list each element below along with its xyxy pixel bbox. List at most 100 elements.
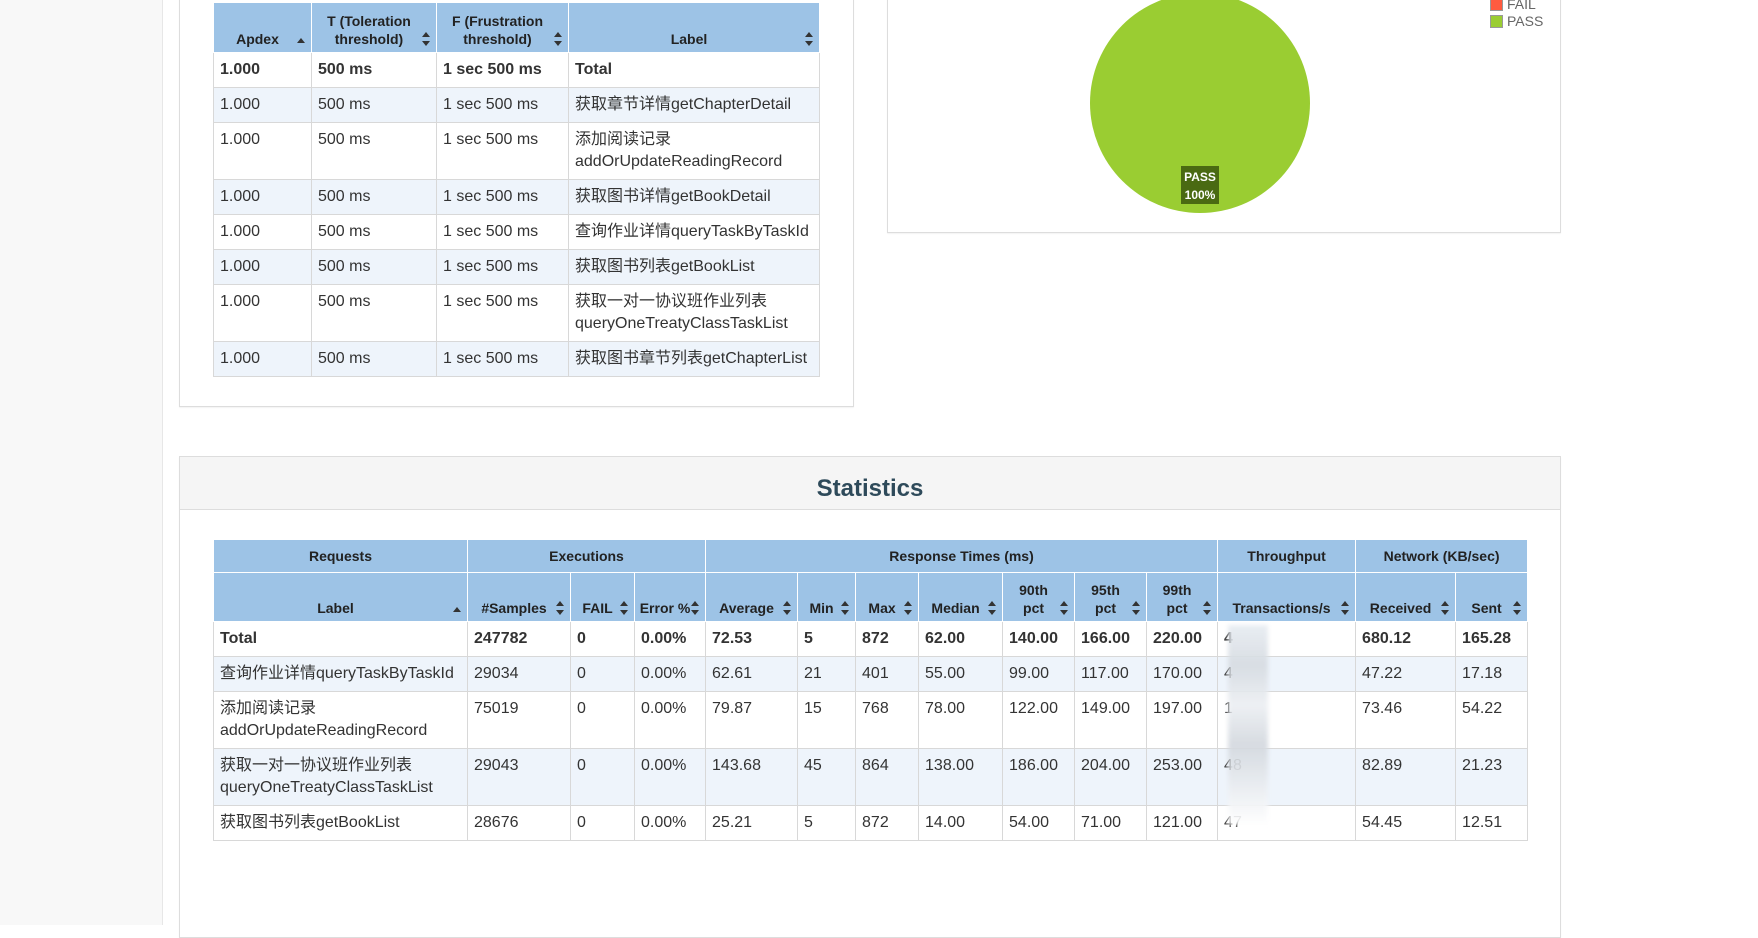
sort-both-icon[interactable] — [841, 601, 850, 615]
sort-asc-icon[interactable] — [297, 32, 305, 46]
stats-cell: 75019 — [467, 691, 571, 749]
stats-header-11[interactable]: Transactions/s — [1217, 572, 1357, 622]
apdex-cell: 1.000 — [213, 179, 312, 215]
stats-header-7[interactable]: Median — [918, 572, 1004, 622]
legend-swatch-fail — [1490, 0, 1503, 11]
sort-both-icon[interactable] — [988, 601, 997, 615]
stats-cell: 170.00 — [1146, 656, 1219, 692]
apdex-header-label: Apdex — [236, 31, 279, 47]
apdex-cell: 1 sec 500 ms — [436, 87, 569, 123]
stats-cell: 45 — [797, 748, 857, 806]
apdex-cell: 1.000 — [213, 249, 312, 285]
stats-header-label: Max — [868, 600, 896, 616]
apdex-cell: 1 sec 500 ms — [436, 341, 569, 377]
stats-cell: 680.12 — [1355, 621, 1457, 657]
sort-both-icon[interactable] — [904, 601, 913, 615]
sort-both-icon[interactable] — [620, 601, 628, 615]
pie-slice-label: PASS — [1184, 170, 1216, 184]
stats-cell: 0 — [570, 691, 635, 749]
apdex-cell: 1 sec 500 ms — [436, 249, 569, 285]
sort-both-icon[interactable] — [556, 601, 564, 615]
stats-total-row: Total 247782 0 0.00% 72.53 5 872 62.00 140.00 166… — [213, 621, 1529, 657]
stats-cell: 864 — [855, 748, 920, 806]
apdex-cell: 1.000 — [213, 122, 312, 180]
legend-item-fail[interactable]: FAIL — [1490, 0, 1543, 13]
apdex-cell: 获取图书章节列表getChapterList — [568, 341, 820, 377]
apdex-cell: 获取章节详情getChapterDetail — [568, 87, 820, 123]
stats-header-label: Average — [719, 600, 774, 616]
sort-asc-icon[interactable] — [453, 601, 461, 615]
statistics-title: Statistics — [816, 475, 924, 502]
pie-legend: FAIL PASS — [1490, 0, 1543, 30]
stats-cell: 55.00 — [918, 656, 1004, 692]
apdex-total-row: 1.000 500 ms 1 sec 500 ms Total — [213, 52, 820, 88]
sort-both-icon[interactable] — [1441, 601, 1450, 615]
stats-header-13[interactable]: Sent — [1455, 572, 1529, 622]
sort-both-icon[interactable] — [691, 601, 700, 615]
apdex-header-3[interactable]: Label — [568, 2, 820, 53]
stats-cell: 122.00 — [1002, 691, 1076, 749]
apdex-header-2[interactable]: F (Frustration threshold) — [436, 2, 569, 53]
sort-both-icon[interactable] — [554, 32, 562, 46]
pie-slice-percent: 100% — [1185, 188, 1216, 202]
apdex-cell: 获取一对一协议班作业列表 queryOneTreatyClassTaskList — [568, 284, 820, 342]
stats-header-0[interactable]: Label — [213, 572, 468, 622]
stats-cell: 401 — [855, 656, 920, 692]
sort-both-icon[interactable] — [805, 32, 813, 46]
stats-header-5[interactable]: Min — [797, 572, 857, 622]
stats-cell: 0.00% — [633, 748, 707, 806]
stats-cell: 99.00 — [1002, 656, 1076, 692]
apdex-row: 1.000 500 ms 1 sec 500 ms 获取一对一协议班作业列表 quer… — [213, 284, 820, 342]
apdex-header-1[interactable]: T (Toleration threshold) — [311, 2, 437, 53]
apdex-cell: 获取图书详情getBookDetail — [568, 179, 820, 215]
sort-both-icon[interactable] — [783, 601, 792, 615]
legend-item-pass[interactable]: PASS — [1490, 13, 1543, 30]
apdex-cell: 1.000 — [213, 87, 312, 123]
sort-both-icon[interactable] — [1513, 601, 1522, 615]
stats-header-9[interactable]: 95th pct — [1074, 572, 1148, 622]
sort-both-icon[interactable] — [1203, 601, 1212, 615]
stats-cell: 0.00% — [633, 656, 707, 692]
stats-header-4[interactable]: Average — [705, 572, 799, 622]
apdex-cell: 添加阅读记录 addOrUpdateReadingRecord — [568, 122, 820, 180]
stats-cell: 121.00 — [1146, 805, 1219, 841]
stats-row: 获取一对一协议班作业列表 queryOneTreatyClassTaskList… — [213, 748, 1529, 806]
apdex-cell: 500 ms — [311, 341, 437, 377]
stats-group-header: Response Times (ms) — [705, 539, 1219, 573]
stats-header-3[interactable]: Error % — [633, 572, 707, 622]
stats-cell: 0 — [570, 621, 635, 657]
apdex-cell: 1 sec 500 ms — [436, 179, 569, 215]
sort-both-icon[interactable] — [1132, 601, 1141, 615]
stats-header-10[interactable]: 99th pct — [1146, 572, 1219, 622]
stats-cell: 220.00 — [1146, 621, 1219, 657]
apdex-cell: 1 sec 500 ms — [436, 122, 569, 180]
stats-header-1[interactable]: #Samples — [467, 572, 571, 622]
sort-both-icon[interactable] — [1341, 601, 1350, 615]
stats-cell: 82.89 — [1355, 748, 1457, 806]
stats-header-label: Sent — [1471, 600, 1502, 616]
apdex-row: 1.000 500 ms 1 sec 500 ms 添加阅读记录 addOrUpdat… — [213, 122, 820, 180]
apdex-header-label: T (Toleration threshold) — [327, 13, 411, 47]
stats-header-12[interactable]: Received — [1355, 572, 1457, 622]
stats-cell: 21 — [797, 656, 857, 692]
stats-header-6[interactable]: Max — [855, 572, 920, 622]
sort-both-icon[interactable] — [422, 32, 430, 46]
apdex-cell: 1 sec 500 ms — [436, 214, 569, 250]
apdex-header-0[interactable]: Apdex — [213, 2, 312, 53]
stats-cell: 872 — [855, 805, 920, 841]
stats-cell: 54.00 — [1002, 805, 1076, 841]
stats-cell: 71.00 — [1074, 805, 1148, 841]
pie-slice-pass[interactable] — [1090, 0, 1310, 213]
apdex-cell: 1.000 — [213, 341, 312, 377]
stats-cell: 186.00 — [1002, 748, 1076, 806]
left-sidebar — [0, 0, 163, 925]
apdex-row: 1.000 500 ms 1 sec 500 ms 获取图书章节列表getChapte… — [213, 341, 820, 377]
statistics-header: Statistics — [180, 457, 1560, 510]
sort-both-icon[interactable] — [1060, 601, 1069, 615]
stats-cell: 253.00 — [1146, 748, 1219, 806]
stats-cell: 47 — [1217, 805, 1357, 841]
stats-cell: 5 — [797, 621, 857, 657]
apdex-cell: 500 ms — [311, 284, 437, 342]
stats-header-8[interactable]: 90th pct — [1002, 572, 1076, 622]
stats-header-2[interactable]: FAIL — [570, 572, 635, 622]
